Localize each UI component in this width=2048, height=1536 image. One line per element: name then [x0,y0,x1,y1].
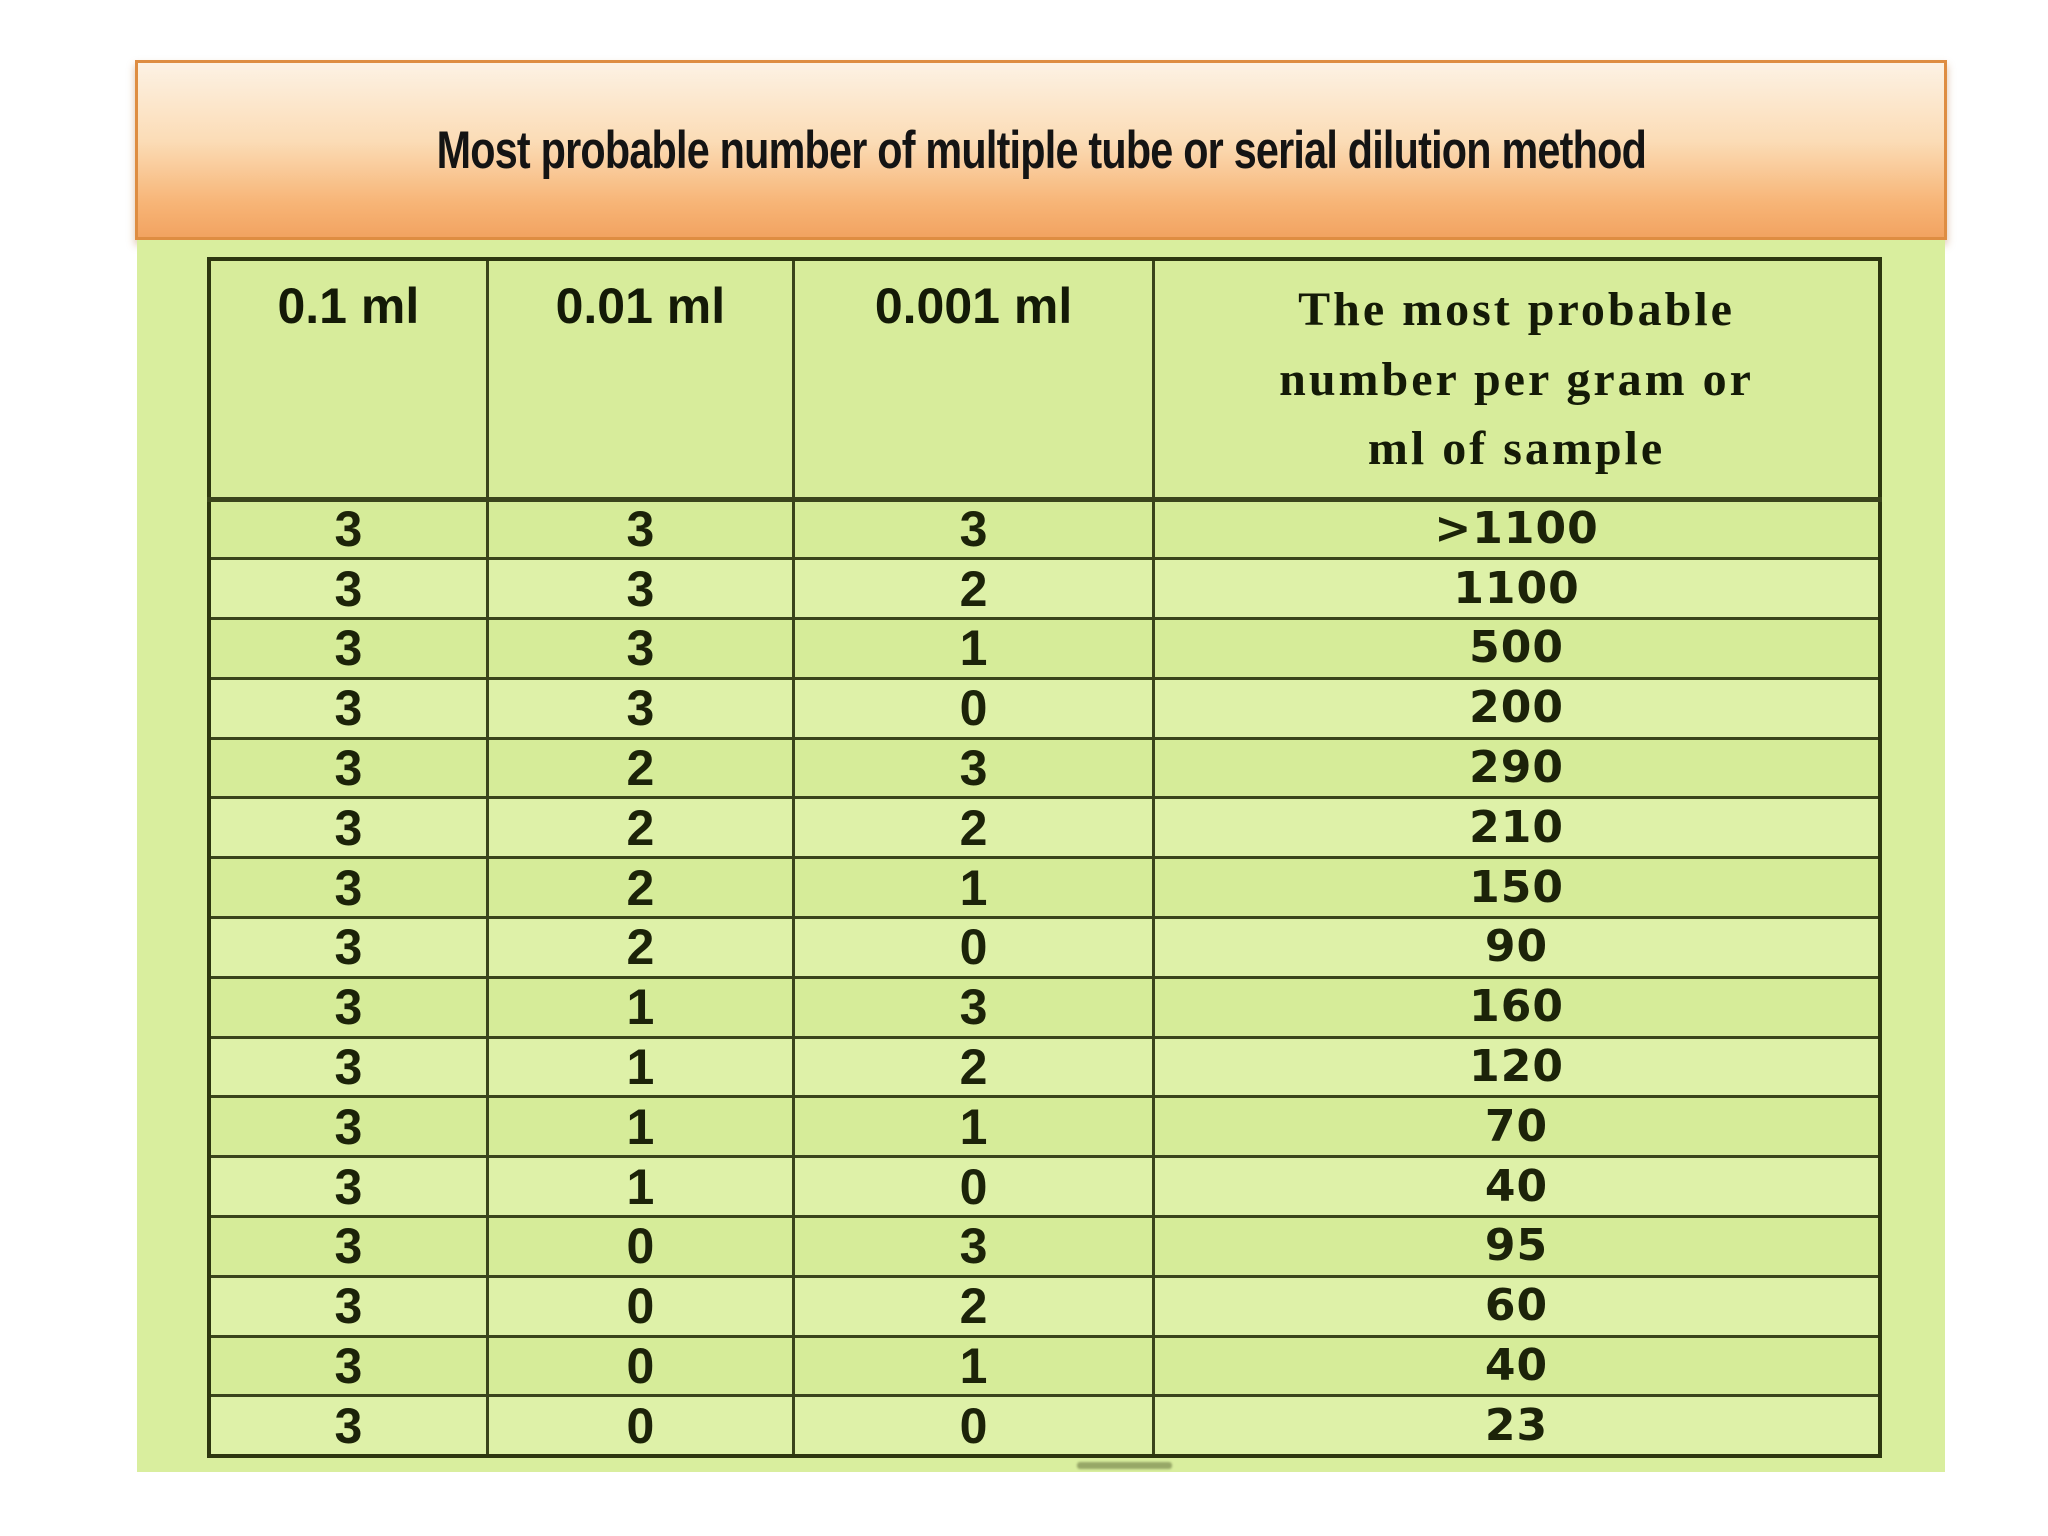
table-cell: 3 [485,676,796,740]
table-cell: 3 [207,975,489,1039]
table-cell: 70 [1152,1095,1882,1159]
table-cell: 40 [1152,1334,1882,1398]
table-cell: 3 [207,796,489,860]
column-header-0.01ml: 0.01 ml [485,257,796,502]
table-cell: 500 [1152,617,1882,680]
table-row: 3 0 2 60 [207,1274,1882,1338]
table-cell: 160 [1152,975,1882,1039]
table-cell: 3 [791,736,1156,800]
table-cell: 0 [485,1394,796,1458]
table-cell: 1 [485,1155,796,1219]
table-row: 3 3 2 1100 [207,557,1882,621]
table-row: 3 1 1 70 [207,1095,1882,1159]
table-row: 3 1 3 160 [207,975,1882,1039]
table-cell: 3 [207,497,489,561]
table-cell: 3 [207,1095,489,1159]
table-row: 3 2 0 90 [207,916,1882,979]
table-row: 3 0 3 95 [207,1215,1882,1278]
table-cell: 3 [791,975,1156,1039]
table-row: 3 0 0 23 [207,1394,1882,1458]
table-cell: 1 [485,1035,796,1099]
table-cell: 3 [485,617,796,680]
table-cell: 1 [485,1095,796,1159]
table-cell: 1 [485,975,796,1039]
table-cell: 0 [485,1334,796,1398]
table-cell: 3 [207,557,489,621]
table-cell: 0 [791,916,1156,979]
table-row: 3 2 3 290 [207,736,1882,800]
table-cell: 2 [485,856,796,920]
column-header-mpn-per-gram: The most probable number per gram or ml … [1152,257,1882,502]
table-cell: 40 [1152,1155,1882,1219]
table-cell: 1 [791,617,1156,680]
table-cell: 2 [791,1274,1156,1338]
table-row: 3 2 1 150 [207,856,1882,920]
table-cell: 120 [1152,1035,1882,1099]
table-cell: 3 [207,676,489,740]
title-banner: Most probable number of multiple tube or… [135,60,1947,240]
table-cell: 1100 [1152,557,1882,621]
table-cell: 2 [791,1035,1156,1099]
table-cell: 23 [1152,1394,1882,1458]
table-row: 3 1 2 120 [207,1035,1882,1099]
table-cell: 60 [1152,1274,1882,1338]
table-cell: 3 [207,1155,489,1219]
table-cell: 3 [791,1215,1156,1278]
table-cell: 2 [791,557,1156,621]
table-cell: 2 [791,796,1156,860]
table-cell: 290 [1152,736,1882,800]
table-cell: 1 [791,1095,1156,1159]
table-cell: 3 [207,856,489,920]
table-row: 3 1 0 40 [207,1155,1882,1219]
table-cell: 1 [791,1334,1156,1398]
table-row: 3 2 2 210 [207,796,1882,860]
slide-title: Most probable number of multiple tube or… [436,120,1646,180]
table-cell: 3 [207,736,489,800]
table-cell: 95 [1152,1215,1882,1278]
table-cell: 2 [485,736,796,800]
table-cell: >1100 [1152,497,1882,561]
table-cell: 0 [791,1155,1156,1219]
table-cell: 2 [485,796,796,860]
mpn-table: 0.1 ml 0.01 ml 0.001 ml The most probabl… [207,257,1882,1458]
column-header-0.001ml: 0.001 ml [791,257,1156,502]
table-cell: 3 [207,617,489,680]
table-cell: 210 [1152,796,1882,860]
table-cell: 3 [207,916,489,979]
table-row: 3 3 3 >1100 [207,497,1882,561]
column-header-0.1ml: 0.1 ml [207,257,489,502]
table-panel: 0.1 ml 0.01 ml 0.001 ml The most probabl… [137,240,1945,1472]
table-row: 3 3 1 500 [207,617,1882,680]
table-cell: 3 [791,497,1156,561]
table-cell: 3 [207,1394,489,1458]
table-row: 3 0 1 40 [207,1334,1882,1398]
table-cell: 3 [207,1334,489,1398]
table-cell: 1 [791,856,1156,920]
table-cell: 0 [791,676,1156,740]
table-cell: 3 [207,1035,489,1099]
table-cell: 200 [1152,676,1882,740]
table-cell: 0 [485,1215,796,1278]
table-cell: 90 [1152,916,1882,979]
table-cell: 0 [485,1274,796,1338]
table-cell: 3 [207,1274,489,1338]
table-cell: 3 [485,497,796,561]
table-cell: 0 [791,1394,1156,1458]
table-cell: 2 [485,916,796,979]
table-cell: 3 [485,557,796,621]
cropped-row-remnant [1077,1462,1172,1469]
table-cell: 150 [1152,856,1882,920]
header-row: 0.1 ml 0.01 ml 0.001 ml The most probabl… [207,257,1882,502]
table-cell: 3 [207,1215,489,1278]
table-row: 3 3 0 200 [207,676,1882,740]
